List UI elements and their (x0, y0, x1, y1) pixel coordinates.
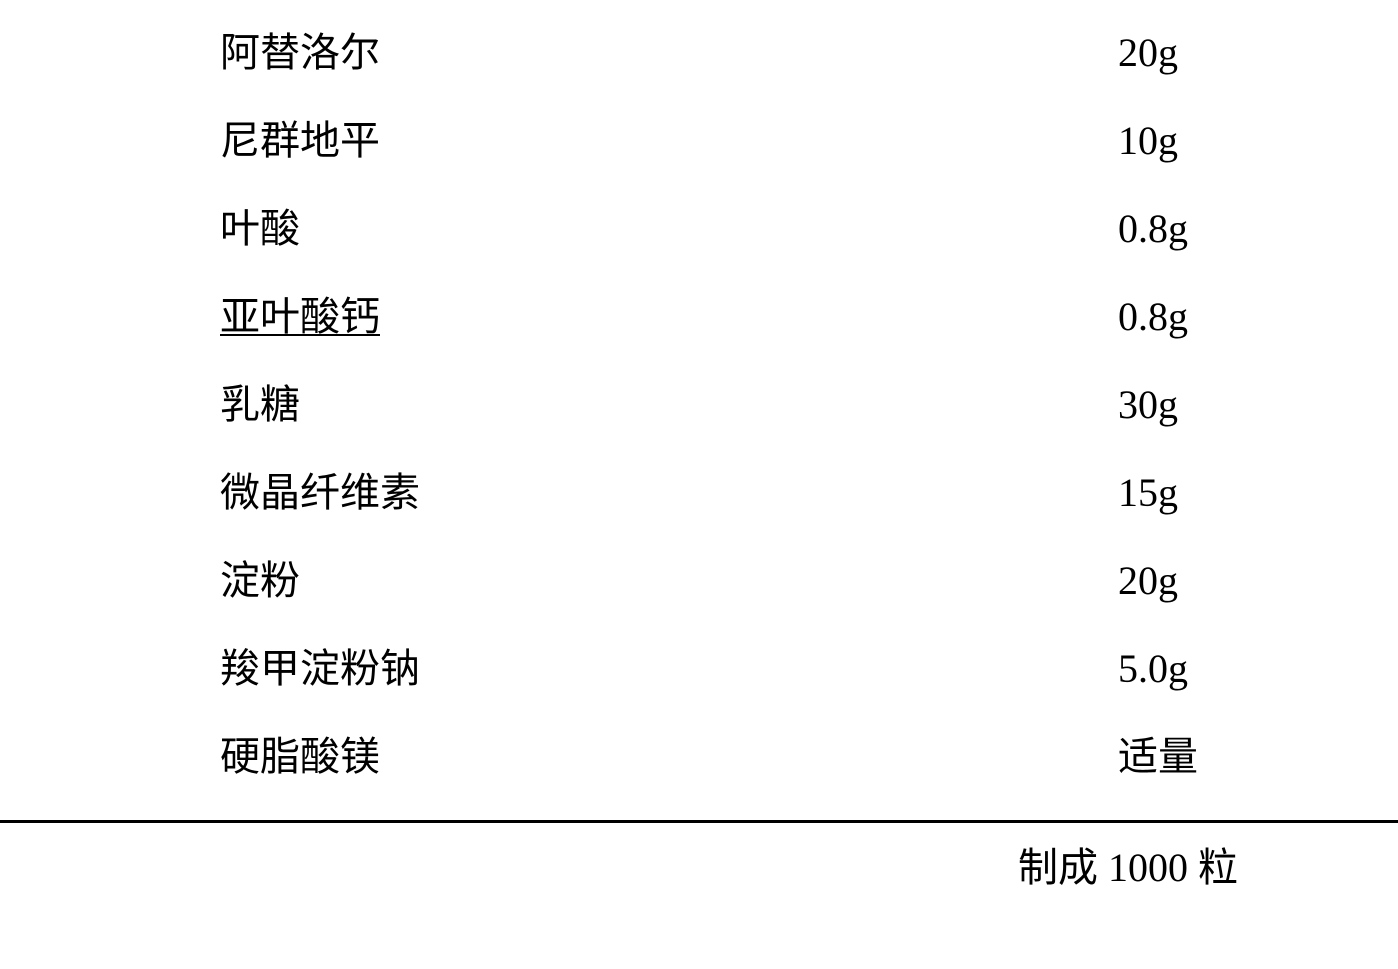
ingredient-name: 淀粉 (220, 548, 300, 606)
ingredient-name: 乳糖 (220, 372, 300, 430)
ingredient-name: 羧甲淀粉钠 (220, 636, 420, 694)
ingredient-amount: 20g (1118, 557, 1238, 604)
table-row: 羧甲淀粉钠 5.0g (220, 636, 1238, 724)
ingredient-amount: 20g (1118, 29, 1238, 76)
ingredient-amount: 0.8g (1118, 205, 1238, 252)
table-row: 淀粉 20g (220, 548, 1238, 636)
table-row: 阿替洛尔 20g (220, 20, 1238, 108)
table-row: 微晶纤维素 15g (220, 460, 1238, 548)
table-row: 叶酸 0.8g (220, 196, 1238, 284)
ingredient-amount: 10g (1118, 117, 1238, 164)
ingredient-amount: 适量 (1118, 724, 1238, 782)
ingredient-name: 硬脂酸镁 (220, 724, 380, 782)
ingredient-name: 叶酸 (220, 196, 300, 254)
table-row: 硬脂酸镁 适量 (220, 724, 1238, 812)
table-row: 尼群地平 10g (220, 108, 1238, 196)
footer-text: 制成 1000 粒 (1018, 835, 1238, 893)
ingredient-name: 亚叶酸钙 (220, 284, 380, 342)
ingredient-amount: 0.8g (1118, 293, 1238, 340)
ingredient-name: 微晶纤维素 (220, 460, 420, 518)
ingredient-name: 尼群地平 (220, 108, 380, 166)
ingredient-name: 阿替洛尔 (220, 20, 380, 78)
ingredient-amount: 30g (1118, 381, 1238, 428)
table-row: 亚叶酸钙 0.8g (220, 284, 1238, 372)
table-row: 乳糖 30g (220, 372, 1238, 460)
footer-row: 制成 1000 粒 (0, 823, 1398, 893)
ingredient-amount: 15g (1118, 469, 1238, 516)
ingredient-amount: 5.0g (1118, 645, 1238, 692)
ingredients-table: 阿替洛尔 20g 尼群地平 10g 叶酸 0.8g 亚叶酸钙 0.8g 乳糖 3… (0, 20, 1398, 812)
